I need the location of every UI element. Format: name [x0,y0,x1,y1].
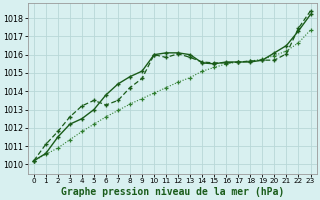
X-axis label: Graphe pression niveau de la mer (hPa): Graphe pression niveau de la mer (hPa) [60,186,284,197]
